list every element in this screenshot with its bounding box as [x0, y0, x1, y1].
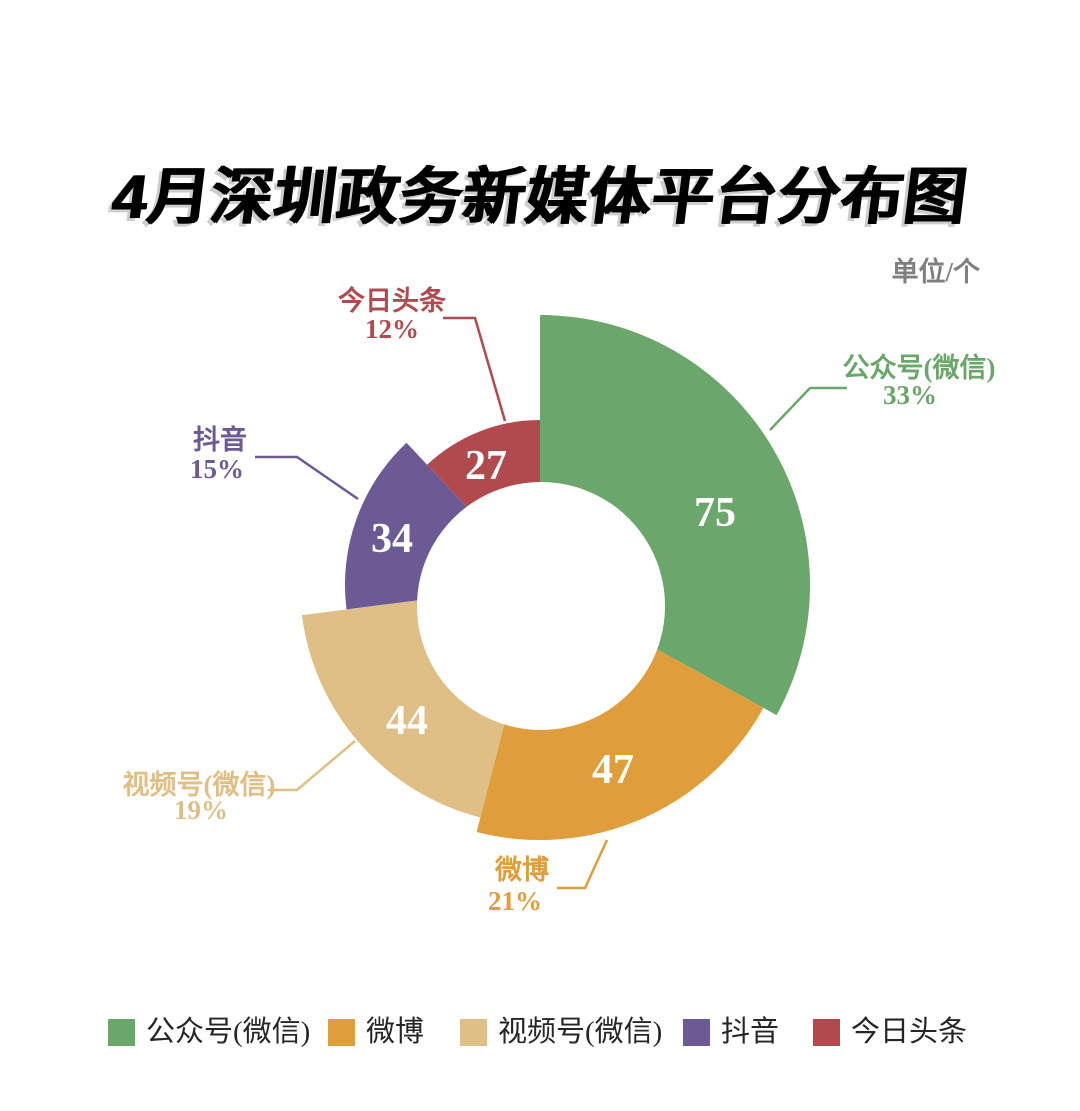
legend-swatch-weibo: [328, 1018, 355, 1046]
callout-name-toutiao: 今日头条: [338, 285, 447, 316]
pie-slices: [301, 315, 811, 841]
unit-label: 单位/个: [891, 257, 980, 287]
callout-pct-douyin: 15%: [190, 454, 244, 484]
callout-leader-lines: [255, 316, 847, 890]
callout-pct-weibo: 21%: [488, 886, 542, 916]
callout-pct-wechat-official: 33%: [883, 380, 937, 410]
value-label-douyin: 34: [371, 516, 413, 562]
value-label-toutiao: 27: [465, 443, 507, 489]
value-label-weibo: 47: [592, 747, 634, 793]
legend-item-weibo: 微博: [328, 1017, 424, 1047]
callout-pct-wechat-video: 19%: [174, 795, 228, 825]
legend-label-wechat-video: 视频号(微信): [498, 1016, 663, 1048]
legend-item-wechat-official: 公众号(微信): [108, 1017, 310, 1047]
value-label-wechat-official: 75: [694, 490, 736, 536]
legend-item-wechat-video: 视频号(微信): [460, 1017, 662, 1047]
legend-label-douyin: 抖音: [721, 1016, 780, 1048]
legend-label-weibo: 微博: [366, 1016, 425, 1048]
leader-line-weibo: [557, 839, 609, 890]
legend-swatch-toutiao: [813, 1018, 840, 1046]
legend-label-toutiao: 今日头条: [851, 1016, 968, 1048]
callout-name-douyin: 抖音: [193, 424, 247, 455]
leader-line-douyin: [255, 455, 359, 501]
callout-name-weibo: 微博: [494, 854, 549, 885]
legend-label-wechat-official: 公众号(微信): [146, 1016, 311, 1048]
donut-hole: [417, 482, 665, 730]
leader-line-wechat-official: [769, 386, 847, 431]
legend-item-douyin: 抖音: [683, 1017, 779, 1047]
legend-swatch-douyin: [683, 1018, 710, 1046]
value-label-wechat-video: 44: [386, 698, 428, 744]
callout-name-wechat-official: 公众号(微信): [843, 353, 996, 383]
slice-value-labels: 75 47 44 34 27: [371, 443, 736, 793]
callout-labels: 今日头条 12% 公众号(微信) 33% 抖音 15% 视频号(微信) 19% …: [123, 285, 996, 916]
leader-line-toutiao: [443, 316, 507, 422]
legend-item-toutiao: 今日头条: [813, 1017, 967, 1047]
callout-pct-toutiao: 12%: [365, 314, 419, 344]
callout-name-wechat-video: 视频号(微信): [123, 770, 276, 800]
leader-line-wechat-video: [268, 740, 356, 792]
legend-swatch-wechat-official: [108, 1018, 135, 1046]
legend-swatch-wechat-video: [460, 1018, 487, 1046]
